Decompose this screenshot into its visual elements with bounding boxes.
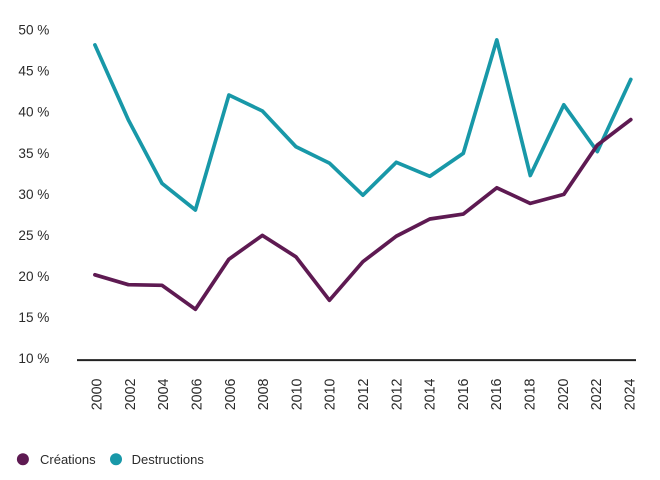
- svg-text:40 %: 40 %: [18, 105, 49, 120]
- svg-text:2018: 2018: [522, 378, 538, 410]
- svg-text:Créations: Créations: [40, 452, 96, 467]
- svg-text:2004: 2004: [156, 378, 172, 410]
- svg-text:2010: 2010: [323, 378, 339, 410]
- svg-text:20 %: 20 %: [18, 269, 49, 284]
- svg-text:45 %: 45 %: [18, 64, 49, 79]
- svg-text:2014: 2014: [423, 378, 439, 410]
- svg-text:35 %: 35 %: [18, 146, 49, 161]
- svg-text:2020: 2020: [556, 378, 572, 410]
- svg-text:15 %: 15 %: [18, 310, 49, 325]
- svg-text:2006: 2006: [189, 378, 205, 410]
- svg-text:2016: 2016: [456, 378, 472, 410]
- svg-text:2000: 2000: [90, 378, 106, 410]
- svg-text:2016: 2016: [489, 378, 505, 410]
- svg-text:Destructions: Destructions: [132, 452, 205, 467]
- svg-text:30 %: 30 %: [18, 187, 49, 202]
- svg-text:2006: 2006: [223, 378, 239, 410]
- svg-text:2002: 2002: [123, 378, 139, 410]
- svg-text:2010: 2010: [289, 378, 305, 410]
- svg-text:2012: 2012: [389, 378, 405, 410]
- svg-text:25 %: 25 %: [18, 228, 49, 243]
- svg-text:50 %: 50 %: [18, 23, 49, 38]
- svg-text:2022: 2022: [589, 378, 605, 410]
- svg-text:2024: 2024: [622, 378, 638, 410]
- svg-text:2012: 2012: [356, 378, 372, 410]
- svg-text:2008: 2008: [256, 378, 272, 410]
- svg-text:10 %: 10 %: [18, 351, 49, 366]
